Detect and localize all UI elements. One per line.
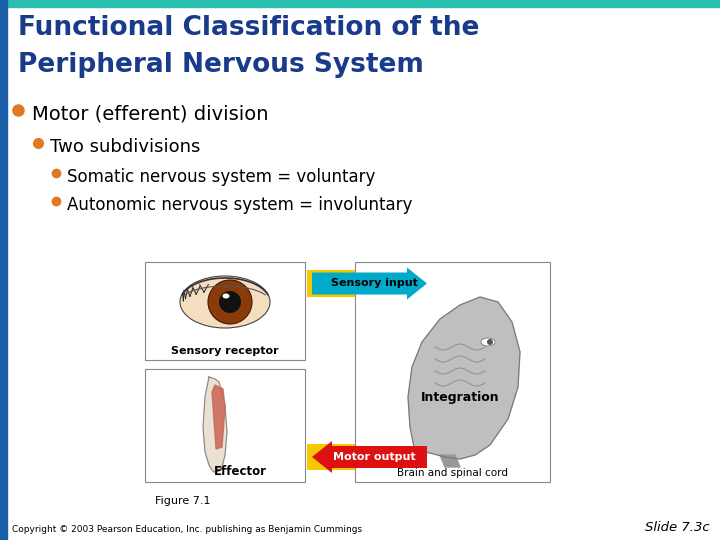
Text: Somatic nervous system = voluntary: Somatic nervous system = voluntary — [67, 168, 375, 186]
Ellipse shape — [481, 338, 495, 346]
Text: Figure 7.1: Figure 7.1 — [155, 496, 210, 506]
Text: Copyright © 2003 Pearson Education, Inc. publishing as Benjamin Cummings: Copyright © 2003 Pearson Education, Inc.… — [12, 525, 362, 534]
Polygon shape — [307, 270, 548, 470]
Ellipse shape — [222, 294, 230, 299]
Polygon shape — [440, 455, 460, 467]
Text: Slide 7.3c: Slide 7.3c — [645, 521, 710, 534]
Polygon shape — [203, 377, 227, 472]
FancyArrow shape — [312, 267, 427, 300]
Text: Sensory receptor: Sensory receptor — [171, 346, 279, 356]
Text: Integration: Integration — [420, 390, 499, 403]
Ellipse shape — [487, 339, 493, 345]
Text: Motor output: Motor output — [333, 452, 416, 462]
FancyArrow shape — [312, 441, 427, 473]
Polygon shape — [212, 385, 225, 449]
Text: Sensory input: Sensory input — [331, 279, 418, 288]
Polygon shape — [408, 297, 520, 459]
Bar — [355, 262, 550, 482]
Text: Two subdivisions: Two subdivisions — [50, 138, 200, 156]
Bar — [0, 0, 7, 540]
Bar — [145, 262, 305, 360]
Ellipse shape — [208, 280, 252, 324]
Text: Peripheral Nervous System: Peripheral Nervous System — [18, 52, 424, 78]
Ellipse shape — [219, 291, 241, 313]
Text: Effector: Effector — [214, 465, 266, 478]
Text: Autonomic nervous system = involuntary: Autonomic nervous system = involuntary — [67, 196, 413, 214]
Text: Motor (efferent) division: Motor (efferent) division — [32, 105, 269, 124]
Text: Functional Classification of the: Functional Classification of the — [18, 15, 480, 41]
Ellipse shape — [180, 276, 270, 328]
Text: Brain and spinal cord: Brain and spinal cord — [397, 468, 508, 478]
Bar — [145, 369, 305, 482]
Bar — [0, 0, 720, 7]
